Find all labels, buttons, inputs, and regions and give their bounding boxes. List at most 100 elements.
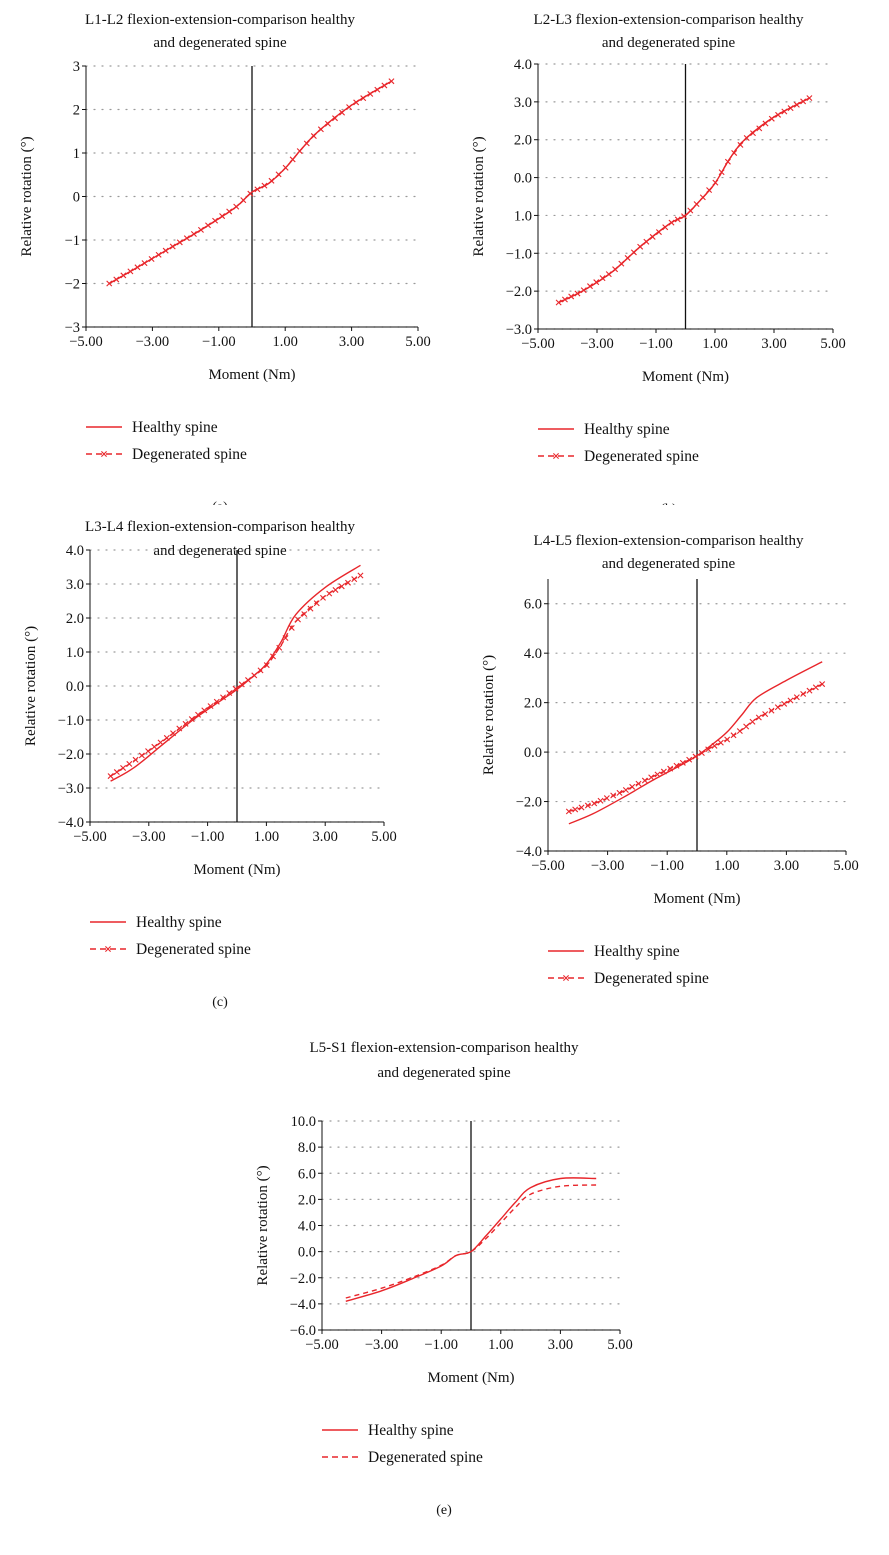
x-tick-label: −3.00	[136, 334, 170, 350]
data-marker	[724, 736, 731, 743]
panel-label: (c)	[212, 995, 228, 1010]
data-marker	[787, 105, 794, 112]
data-marker	[717, 739, 724, 746]
data-marker	[367, 90, 374, 97]
data-marker	[774, 704, 781, 711]
data-marker	[357, 572, 364, 579]
data-marker	[106, 280, 113, 287]
y-tick-label: 2.0	[524, 696, 542, 712]
data-marker	[793, 694, 800, 701]
data-marker	[270, 653, 277, 660]
data-marker	[749, 718, 756, 725]
data-marker	[317, 126, 324, 133]
panel-label: (b)	[660, 502, 677, 505]
data-marker	[630, 249, 637, 256]
data-marker	[120, 272, 127, 279]
data-marker	[162, 247, 169, 254]
x-axis-label: Moment (Nm)	[653, 891, 740, 907]
y-tick-label: 3.0	[66, 577, 84, 593]
data-marker	[730, 732, 737, 739]
data-marker	[679, 759, 686, 766]
y-tick-label: −6.0	[290, 1323, 316, 1339]
data-marker	[182, 720, 189, 727]
panel-label: (e)	[436, 1503, 452, 1518]
data-marker	[587, 283, 593, 290]
data-marker	[374, 86, 381, 93]
data-marker	[145, 748, 152, 755]
y-tick-label: −2.0	[58, 747, 84, 763]
data-marker	[643, 238, 650, 245]
data-marker	[655, 229, 662, 236]
data-marker	[219, 213, 226, 220]
y-tick-label: 4.0	[524, 646, 542, 662]
data-marker	[157, 739, 164, 746]
data-marker	[706, 187, 713, 194]
data-marker	[151, 743, 158, 750]
data-marker	[603, 795, 610, 802]
data-marker	[591, 800, 598, 807]
data-marker	[712, 179, 719, 186]
data-marker	[126, 760, 133, 767]
data-marker	[749, 130, 756, 137]
data-marker	[693, 201, 700, 208]
data-marker	[107, 773, 114, 780]
data-marker	[692, 753, 699, 760]
data-marker	[310, 133, 317, 140]
data-marker	[132, 756, 139, 763]
legend-label: Healthy spine	[594, 943, 680, 960]
legend-label: Healthy spine	[584, 421, 670, 438]
data-marker	[176, 239, 183, 246]
data-marker	[247, 190, 254, 197]
panel-label: (a)	[212, 500, 228, 505]
data-marker	[762, 711, 769, 718]
y-tick-label: 0.0	[66, 679, 84, 695]
data-marker	[793, 101, 800, 108]
data-marker	[806, 95, 813, 102]
data-marker	[819, 681, 826, 688]
data-marker	[610, 792, 617, 799]
chart-svg-d: L4-L5 flexion-extension-comparison healt…	[481, 533, 859, 987]
data-marker	[711, 742, 718, 749]
data-marker	[674, 216, 681, 223]
data-marker	[743, 723, 750, 730]
chart-panel-l3-l4: L3-L4 flexion-extension-comparison healt…	[0, 512, 440, 1017]
legend-label: Degenerated spine	[594, 970, 709, 987]
data-marker	[351, 576, 358, 583]
x-tick-label: 5.00	[405, 334, 430, 350]
data-marker	[303, 140, 310, 147]
y-tick-label: −2.0	[506, 284, 532, 300]
data-marker	[324, 120, 331, 127]
y-axis-label: Relative rotation (°)	[481, 655, 497, 775]
data-marker	[768, 115, 775, 122]
y-axis-label: Relative rotation (°)	[255, 1165, 271, 1285]
x-tick-label: 3.00	[774, 858, 799, 874]
data-marker	[134, 264, 141, 271]
data-marker	[263, 662, 270, 669]
data-marker	[155, 251, 162, 258]
data-marker	[705, 746, 712, 753]
series-line-degenerated	[110, 574, 361, 777]
data-marker	[622, 786, 629, 793]
y-tick-label: −2	[65, 277, 80, 293]
data-marker	[238, 681, 245, 688]
data-marker	[261, 182, 268, 189]
data-marker	[205, 222, 211, 229]
x-tick-label: 1.00	[488, 1337, 513, 1353]
data-marker	[163, 734, 170, 741]
y-tick-label: 10.0	[291, 1114, 316, 1130]
data-marker	[201, 707, 208, 714]
data-marker	[120, 764, 127, 771]
chart-title: and degenerated spine	[377, 1065, 511, 1081]
x-tick-label: 3.00	[761, 336, 786, 352]
data-marker	[756, 125, 763, 132]
x-tick-label: 1.00	[254, 829, 279, 845]
data-marker	[597, 797, 604, 804]
series-line-healthy	[110, 564, 361, 782]
chart-title: L4-L5 flexion-extension-comparison healt…	[534, 533, 804, 549]
data-marker	[190, 231, 197, 238]
legend-label: Degenerated spine	[132, 446, 247, 463]
data-marker	[113, 276, 120, 283]
data-marker	[195, 711, 202, 718]
x-tick-label: 5.00	[820, 336, 845, 352]
data-marker	[251, 672, 258, 679]
